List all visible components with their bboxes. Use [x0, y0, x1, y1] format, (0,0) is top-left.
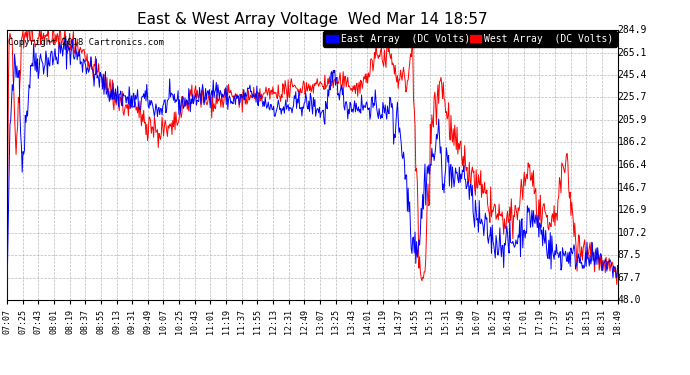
Text: 67.7: 67.7 [618, 273, 641, 282]
Legend: East Array  (DC Volts), West Array  (DC Volts): East Array (DC Volts), West Array (DC Vo… [323, 31, 617, 47]
Text: 186.2: 186.2 [618, 138, 647, 147]
Text: 245.4: 245.4 [618, 70, 647, 80]
Text: 225.7: 225.7 [618, 93, 647, 102]
Text: 126.9: 126.9 [618, 205, 647, 215]
Text: 146.7: 146.7 [618, 183, 647, 192]
Title: East & West Array Voltage  Wed Mar 14 18:57: East & West Array Voltage Wed Mar 14 18:… [137, 12, 488, 27]
Text: 166.4: 166.4 [618, 160, 647, 170]
Text: 107.2: 107.2 [618, 228, 647, 237]
Text: 87.5: 87.5 [618, 250, 641, 260]
Text: 48.0: 48.0 [618, 295, 641, 305]
Text: 265.1: 265.1 [618, 48, 647, 58]
Text: 205.9: 205.9 [618, 115, 647, 125]
Text: Copyright 2018 Cartronics.com: Copyright 2018 Cartronics.com [8, 38, 164, 47]
Text: 284.9: 284.9 [618, 25, 647, 35]
